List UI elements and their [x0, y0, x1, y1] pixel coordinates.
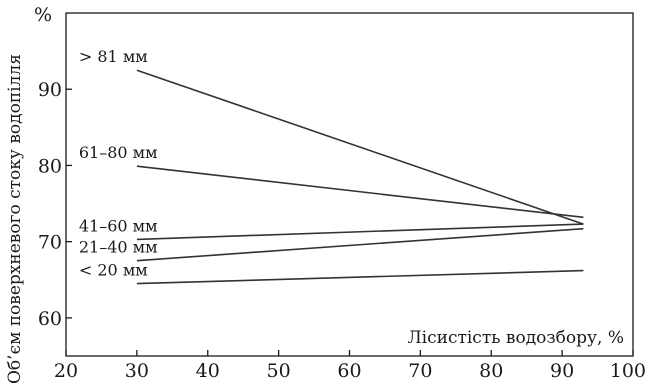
- x-tick-label: 20: [54, 360, 78, 382]
- y-unit-label: %: [34, 4, 52, 26]
- y-tick-label: 80: [38, 155, 62, 177]
- series-label: 61–80 мм: [79, 143, 158, 162]
- x-tick-label: 60: [337, 360, 361, 382]
- x-tick-label: 90: [550, 360, 574, 382]
- x-tick-label: 30: [125, 360, 149, 382]
- x-tick-label: 40: [196, 360, 220, 382]
- series-line: [136, 165, 584, 219]
- y-axis-title: Об’єм поверхневого стоку водопілля: [5, 54, 25, 384]
- x-tick-label: 50: [267, 360, 291, 382]
- x-tick-label: 70: [408, 360, 432, 382]
- series-labels: > 81 мм 61–80 мм 41–60 мм 21–40 мм < 20 мм: [79, 47, 158, 279]
- x-axis-title: Лісистість водозбору, %: [407, 328, 624, 348]
- series-line: [136, 69, 584, 225]
- y-tick-label: 70: [38, 232, 62, 254]
- y-tick-label: 60: [38, 308, 62, 330]
- x-tick-label: 80: [479, 360, 503, 382]
- series-label: 41–60 мм: [79, 216, 158, 235]
- series-lines: [136, 69, 584, 285]
- y-axis: 60 70 80 90: [38, 79, 72, 330]
- plot-frame: [65, 12, 634, 357]
- series-label: 21–40 мм: [79, 238, 158, 257]
- x-tick-label: 100: [610, 360, 646, 382]
- series-line: [136, 223, 584, 241]
- series-label: < 20 мм: [79, 261, 148, 280]
- series-label: > 81 мм: [79, 47, 148, 66]
- x-axis: 20 30 40 50 60 70 80 90 100: [54, 350, 646, 382]
- series-line: [136, 227, 584, 262]
- y-tick-label: 90: [38, 79, 62, 101]
- series-line: [136, 269, 584, 285]
